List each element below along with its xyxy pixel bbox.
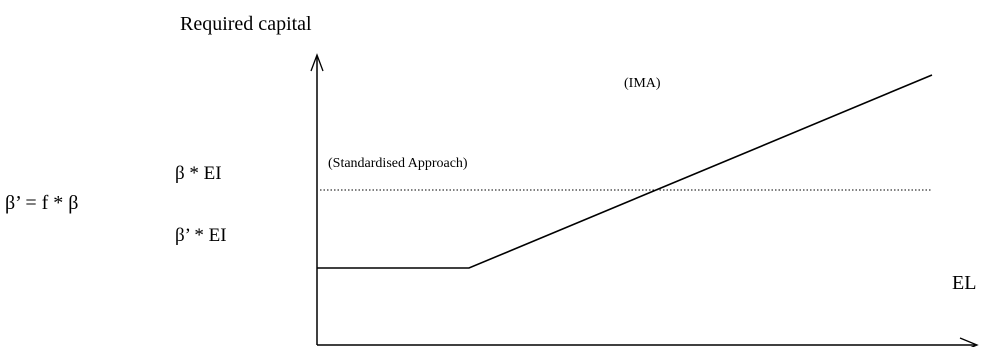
y-axis-label: Required capital (180, 13, 312, 35)
beta-ei-label: β * EI (175, 163, 222, 184)
formula-label: β’ = f * β (5, 192, 78, 214)
beta-prime-ei-label: β’ * EI (175, 225, 227, 246)
ima-label: (IMA) (624, 76, 661, 91)
x-axis-label: EL (952, 272, 976, 294)
y-axis-arrowhead (310, 53, 324, 72)
ima-capital-line (317, 74, 933, 269)
standardised-approach-label: (Standardised Approach) (328, 156, 468, 171)
x-axis-arrowhead (959, 337, 979, 347)
